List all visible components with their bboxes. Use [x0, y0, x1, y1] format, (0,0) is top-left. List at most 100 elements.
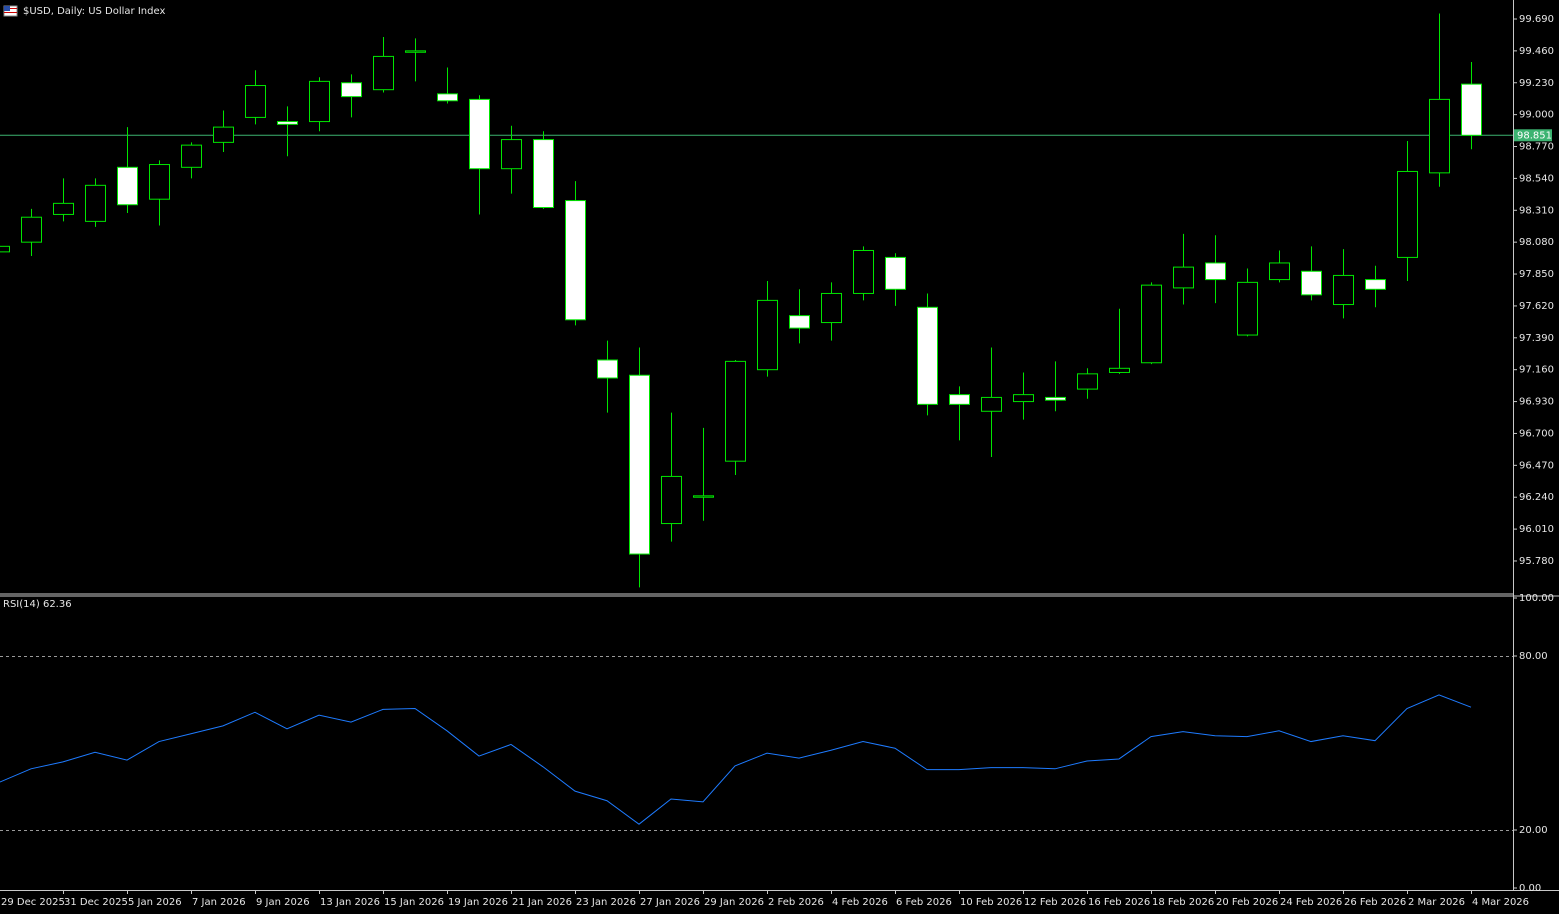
x-tick-label: 15 Jan 2026 — [384, 897, 444, 908]
candle-body — [1333, 274, 1354, 306]
candle-body — [117, 166, 138, 206]
candle-body — [1461, 83, 1482, 136]
candle-body — [949, 394, 970, 405]
candle-body — [1237, 281, 1258, 336]
candle-body — [0, 245, 10, 253]
y-tick-label: 80.00 — [1519, 651, 1548, 662]
x-tick-label: 13 Jan 2026 — [320, 897, 380, 908]
candle-body — [85, 184, 106, 222]
y-tick-label: 98.310 — [1519, 205, 1554, 216]
candle-body — [725, 360, 746, 462]
y-tick-label: 97.390 — [1519, 333, 1554, 344]
candle-body — [341, 82, 362, 98]
candle-body — [1173, 266, 1194, 289]
x-tick-label: 12 Feb 2026 — [1024, 897, 1086, 908]
chart-title: $USD, Daily: US Dollar Index — [23, 6, 165, 17]
x-tick-label: 29 Jan 2026 — [704, 897, 764, 908]
indicator-line — [0, 694, 1472, 825]
x-tick-label: 23 Jan 2026 — [576, 897, 636, 908]
x-tick-label: 26 Feb 2026 — [1344, 897, 1406, 908]
candle-body — [661, 475, 682, 525]
candle-body — [1141, 284, 1162, 364]
candle-body — [629, 374, 650, 555]
candle-body — [981, 396, 1002, 412]
x-tick-label: 29 Dec 2025 — [1, 897, 65, 908]
x-tick-label: 2 Mar 2026 — [1408, 897, 1465, 908]
y-tick-label: 96.010 — [1519, 524, 1554, 535]
candle-body — [1429, 98, 1450, 174]
x-tick-label: 21 Jan 2026 — [512, 897, 572, 908]
x-tick-label: 31 Dec 2025 — [64, 897, 128, 908]
candle-body — [469, 98, 490, 170]
candle-body — [213, 126, 234, 143]
y-tick-label: 20.00 — [1519, 825, 1548, 836]
y-tick-label: 99.230 — [1519, 78, 1554, 89]
candle-body — [917, 306, 938, 405]
candle-body — [1077, 373, 1098, 390]
candle-body — [1269, 262, 1290, 281]
y-tick-label: 97.850 — [1519, 269, 1554, 280]
y-tick-label: 99.690 — [1519, 14, 1554, 25]
candle-body — [1301, 270, 1322, 296]
x-tick-label: 16 Feb 2026 — [1088, 897, 1150, 908]
candle-body — [149, 164, 170, 200]
y-tick-label: 97.160 — [1519, 365, 1554, 376]
candle-body — [501, 139, 522, 170]
x-tick-label: 4 Feb 2026 — [832, 897, 888, 908]
candle-body — [181, 144, 202, 168]
candle-body — [565, 200, 586, 321]
candle-body — [53, 202, 74, 215]
candle-body — [309, 80, 330, 123]
y-tick-label: 97.620 — [1519, 301, 1554, 312]
x-tick-label: 24 Feb 2026 — [1280, 897, 1342, 908]
y-tick-label: 96.930 — [1519, 397, 1554, 408]
indicator-title: RSI(14) 62.36 — [3, 599, 72, 610]
candle-body — [1045, 396, 1066, 401]
y-tick-label: 99.000 — [1519, 110, 1554, 121]
y-tick-label: 96.470 — [1519, 460, 1554, 471]
x-tick-label: 6 Feb 2026 — [896, 897, 952, 908]
y-tick-label: 0.00 — [1519, 883, 1541, 894]
candle-body — [789, 315, 810, 329]
x-tick-label: 5 Jan 2026 — [128, 897, 182, 908]
candle-body — [437, 93, 458, 102]
candle-body — [21, 216, 42, 243]
y-tick-label: 98.540 — [1519, 173, 1554, 184]
candle-body — [373, 55, 394, 91]
y-tick-label: 99.460 — [1519, 46, 1554, 57]
y-tick-label: 98.080 — [1519, 237, 1554, 248]
x-tick-label: 7 Jan 2026 — [192, 897, 246, 908]
x-tick-label: 19 Jan 2026 — [448, 897, 508, 908]
candle-body — [885, 256, 906, 290]
last-price-label: 98.851 — [1517, 130, 1552, 141]
last-price-box — [1514, 129, 1552, 142]
y-tick-label: 95.780 — [1519, 556, 1554, 567]
candle-body — [277, 121, 298, 125]
candle-body — [405, 50, 426, 53]
candle-body — [533, 139, 554, 209]
candle-body — [1397, 170, 1418, 258]
candle-body — [1205, 262, 1226, 281]
candle-body — [245, 85, 266, 118]
y-tick-label: 96.240 — [1519, 492, 1554, 503]
candle-body — [1365, 279, 1386, 290]
candle-body — [821, 292, 842, 324]
candle-body — [757, 299, 778, 371]
y-tick-label: 98.770 — [1519, 142, 1554, 153]
candle-body — [853, 249, 874, 294]
y-tick-label: 100.00 — [1519, 593, 1554, 604]
candle-body — [693, 495, 714, 498]
y-tick-label: 96.700 — [1519, 428, 1554, 439]
x-tick-label: 9 Jan 2026 — [256, 897, 310, 908]
x-tick-label: 27 Jan 2026 — [640, 897, 700, 908]
symbol-icon — [3, 5, 18, 17]
x-tick-label: 4 Mar 2026 — [1472, 897, 1529, 908]
candle-body — [1109, 367, 1130, 373]
plot-area — [0, 13, 1513, 831]
x-tick-label: 2 Feb 2026 — [768, 897, 824, 908]
candle-body — [597, 359, 618, 379]
x-tick-label: 18 Feb 2026 — [1152, 897, 1214, 908]
candle-body — [1013, 394, 1034, 403]
